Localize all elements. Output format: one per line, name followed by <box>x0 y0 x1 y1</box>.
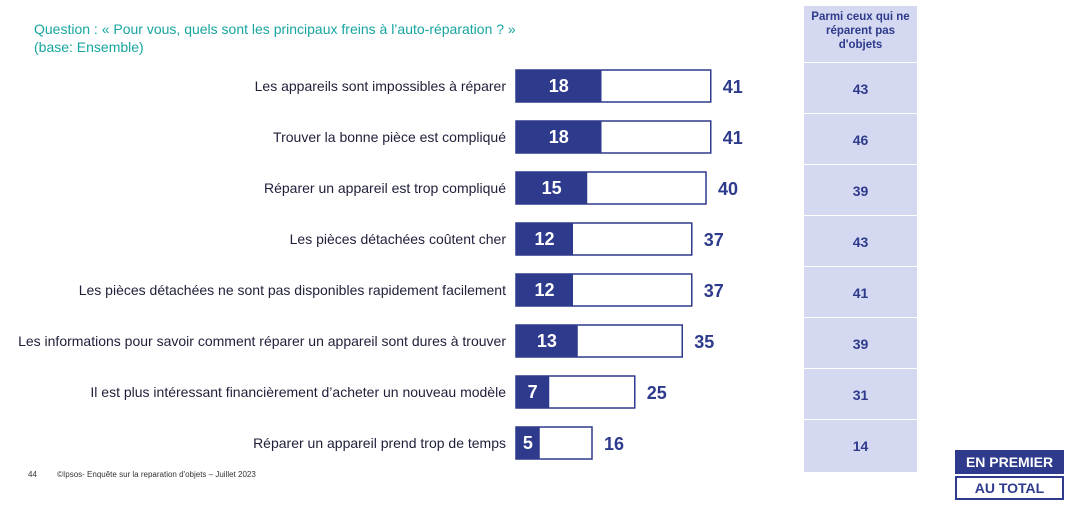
side-column: 43 46 39 43 41 39 31 14 <box>804 62 917 472</box>
total-value-label: 37 <box>704 281 724 301</box>
side-value-cell: 41 <box>804 266 917 318</box>
bar-first <box>516 325 578 357</box>
bar-first <box>516 70 602 102</box>
side-column-header: Parmi ceux qui ne réparent pas d'objets <box>804 6 917 62</box>
footer-source: ©Ipsos- Enquête sur la reparation d'obje… <box>57 470 256 479</box>
bar-first <box>516 121 602 153</box>
side-value-cell: 43 <box>804 62 917 114</box>
total-value-label: 37 <box>704 230 724 250</box>
question-base: (base: Ensemble) <box>34 39 144 55</box>
side-value-cell: 14 <box>804 419 917 471</box>
first-value-label: 12 <box>534 229 554 249</box>
side-value-cell: 31 <box>804 368 917 420</box>
side-value-cell: 43 <box>804 215 917 267</box>
category-label: Trouver la bonne pièce est compliqué <box>273 129 506 145</box>
side-value-cell: 39 <box>804 164 917 216</box>
question-line: Question : « Pour vous, quels sont les p… <box>34 21 516 37</box>
bar-first <box>516 376 550 408</box>
bar-first <box>516 274 573 306</box>
legend-first: EN PREMIER <box>955 450 1064 474</box>
footer: 44 ©Ipsos- Enquête sur la reparation d'o… <box>28 470 256 479</box>
category-label: Réparer un appareil est trop compliqué <box>264 180 506 196</box>
bar-first <box>516 427 540 459</box>
bar-first <box>516 223 573 255</box>
side-value-cell: 46 <box>804 113 917 165</box>
first-value-label: 7 <box>528 382 538 402</box>
category-label: Les pièces détachées ne sont pas disponi… <box>79 282 506 298</box>
category-label: Réparer un appareil prend trop de temps <box>253 435 506 451</box>
total-value-label: 40 <box>718 179 738 199</box>
first-value-label: 18 <box>549 127 569 147</box>
bar-first <box>516 172 588 204</box>
category-label: Il est plus intéressant financièrement d… <box>90 384 506 400</box>
bar-chart: Les appareils sont impossibles à réparer… <box>18 69 743 460</box>
first-value-label: 12 <box>534 280 554 300</box>
first-value-label: 18 <box>549 76 569 96</box>
first-value-label: 13 <box>537 331 557 351</box>
total-value-label: 41 <box>723 128 743 148</box>
first-value-label: 15 <box>542 178 562 198</box>
side-value-cell: 39 <box>804 317 917 369</box>
total-value-label: 16 <box>604 434 624 454</box>
first-value-label: 5 <box>523 433 533 453</box>
total-value-label: 41 <box>723 77 743 97</box>
category-label: Les informations pour savoir comment rép… <box>18 333 506 349</box>
question-text: Question : « Pour vous, quels sont les p… <box>34 20 516 56</box>
total-value-label: 25 <box>647 383 667 403</box>
total-value-label: 35 <box>694 332 714 352</box>
category-label: Les pièces détachées coûtent cher <box>290 231 507 247</box>
page-number: 44 <box>28 470 37 479</box>
legend-total: AU TOTAL <box>955 476 1064 500</box>
category-label: Les appareils sont impossibles à réparer <box>255 78 507 94</box>
